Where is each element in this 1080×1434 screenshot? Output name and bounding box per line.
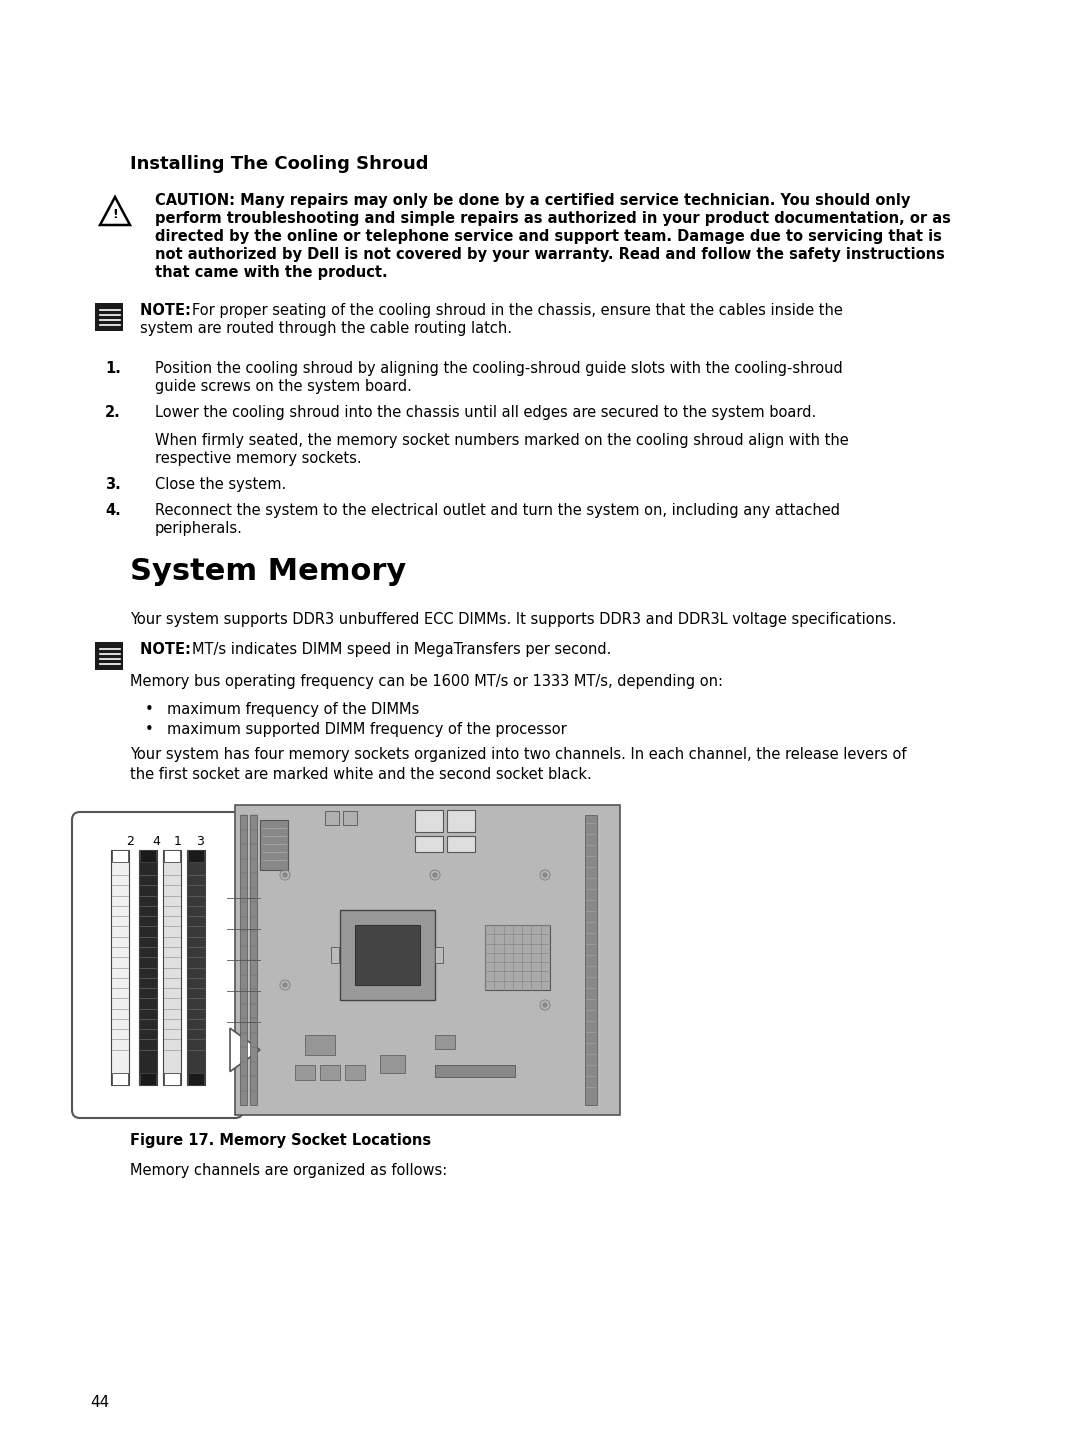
FancyBboxPatch shape (163, 850, 181, 1086)
Text: Installing The Cooling Shroud: Installing The Cooling Shroud (130, 155, 429, 174)
FancyBboxPatch shape (320, 1065, 340, 1080)
Text: Your system has four memory sockets organized into two channels. In each channel: Your system has four memory sockets orga… (130, 747, 906, 761)
FancyBboxPatch shape (112, 1073, 129, 1086)
FancyBboxPatch shape (435, 946, 443, 964)
FancyBboxPatch shape (485, 925, 550, 989)
FancyBboxPatch shape (112, 850, 129, 862)
Text: Figure 17. Memory Socket Locations: Figure 17. Memory Socket Locations (130, 1133, 431, 1149)
Text: 1.: 1. (105, 361, 121, 376)
Text: 3: 3 (197, 835, 204, 847)
Text: CAUTION: Many repairs may only be done by a certified service technician. You sh: CAUTION: Many repairs may only be done b… (156, 194, 910, 208)
Text: the first socket are marked white and the second socket black.: the first socket are marked white and th… (130, 767, 592, 782)
Text: 4: 4 (152, 835, 160, 847)
FancyBboxPatch shape (343, 812, 357, 825)
FancyBboxPatch shape (164, 850, 180, 862)
FancyBboxPatch shape (330, 946, 339, 964)
FancyBboxPatch shape (249, 815, 257, 1106)
FancyBboxPatch shape (380, 1055, 405, 1073)
Text: 4.: 4. (105, 503, 121, 518)
Text: Your system supports DDR3 unbuffered ECC DIMMs. It supports DDR3 and DDR3L volta: Your system supports DDR3 unbuffered ECC… (130, 612, 896, 627)
Text: Reconnect the system to the electrical outlet and turn the system on, including : Reconnect the system to the electrical o… (156, 503, 840, 518)
Text: directed by the online or telephone service and support team. Damage due to serv: directed by the online or telephone serv… (156, 229, 942, 244)
Text: NOTE:: NOTE: (140, 642, 195, 657)
Text: When firmly seated, the memory socket numbers marked on the cooling shroud align: When firmly seated, the memory socket nu… (156, 433, 849, 447)
Text: maximum frequency of the DIMMs: maximum frequency of the DIMMs (167, 703, 419, 717)
FancyBboxPatch shape (447, 810, 475, 832)
Text: Position the cooling shroud by aligning the cooling-shroud guide slots with the : Position the cooling shroud by aligning … (156, 361, 842, 376)
Circle shape (433, 873, 437, 878)
Text: NOTE:: NOTE: (140, 303, 195, 318)
FancyBboxPatch shape (447, 836, 475, 852)
FancyBboxPatch shape (188, 1073, 204, 1086)
FancyBboxPatch shape (187, 850, 205, 1086)
FancyBboxPatch shape (415, 810, 443, 832)
FancyBboxPatch shape (585, 815, 597, 1106)
FancyBboxPatch shape (295, 1065, 315, 1080)
Circle shape (283, 982, 287, 987)
Text: 3.: 3. (105, 478, 121, 492)
Text: that came with the product.: that came with the product. (156, 265, 388, 280)
Text: not authorized by Dell is not covered by your warranty. Read and follow the safe: not authorized by Dell is not covered by… (156, 247, 945, 262)
FancyBboxPatch shape (95, 642, 123, 670)
Circle shape (543, 1002, 546, 1007)
FancyBboxPatch shape (435, 1035, 455, 1050)
Text: System Memory: System Memory (130, 556, 406, 587)
FancyBboxPatch shape (355, 925, 420, 985)
Text: 1: 1 (174, 835, 181, 847)
Text: Memory bus operating frequency can be 1600 MT/s or 1333 MT/s, depending on:: Memory bus operating frequency can be 16… (130, 674, 723, 688)
FancyBboxPatch shape (95, 303, 123, 331)
FancyBboxPatch shape (140, 1073, 156, 1086)
FancyBboxPatch shape (188, 850, 204, 862)
Text: system are routed through the cable routing latch.: system are routed through the cable rout… (140, 321, 512, 336)
FancyBboxPatch shape (111, 850, 129, 1086)
FancyBboxPatch shape (240, 815, 247, 1106)
Text: Close the system.: Close the system. (156, 478, 286, 492)
Text: maximum supported DIMM frequency of the processor: maximum supported DIMM frequency of the … (167, 721, 567, 737)
FancyBboxPatch shape (345, 1065, 365, 1080)
FancyBboxPatch shape (325, 812, 339, 825)
Text: perform troubleshooting and simple repairs as authorized in your product documen: perform troubleshooting and simple repai… (156, 211, 950, 227)
Text: Memory channels are organized as follows:: Memory channels are organized as follows… (130, 1163, 447, 1177)
Text: 2.: 2. (105, 404, 121, 420)
FancyBboxPatch shape (340, 911, 435, 999)
Text: guide screws on the system board.: guide screws on the system board. (156, 379, 411, 394)
Text: •: • (145, 721, 153, 737)
FancyBboxPatch shape (305, 1035, 335, 1055)
Text: MT/s indicates DIMM speed in MegaTransfers per second.: MT/s indicates DIMM speed in MegaTransfe… (192, 642, 611, 657)
Polygon shape (230, 1028, 260, 1071)
FancyBboxPatch shape (260, 820, 288, 870)
FancyBboxPatch shape (415, 836, 443, 852)
FancyBboxPatch shape (139, 850, 157, 1086)
FancyBboxPatch shape (435, 1065, 515, 1077)
FancyBboxPatch shape (164, 1073, 180, 1086)
Circle shape (543, 873, 546, 878)
Text: !: ! (112, 208, 118, 221)
Text: 44: 44 (90, 1395, 109, 1410)
FancyBboxPatch shape (140, 850, 156, 862)
Text: peripherals.: peripherals. (156, 521, 243, 536)
Text: 2: 2 (126, 835, 134, 847)
FancyBboxPatch shape (72, 812, 243, 1119)
FancyBboxPatch shape (235, 804, 620, 1116)
Circle shape (283, 873, 287, 878)
Text: Lower the cooling shroud into the chassis until all edges are secured to the sys: Lower the cooling shroud into the chassi… (156, 404, 816, 420)
Text: •: • (145, 703, 153, 717)
Text: respective memory sockets.: respective memory sockets. (156, 452, 362, 466)
Text: For proper seating of the cooling shroud in the chassis, ensure that the cables : For proper seating of the cooling shroud… (192, 303, 842, 318)
